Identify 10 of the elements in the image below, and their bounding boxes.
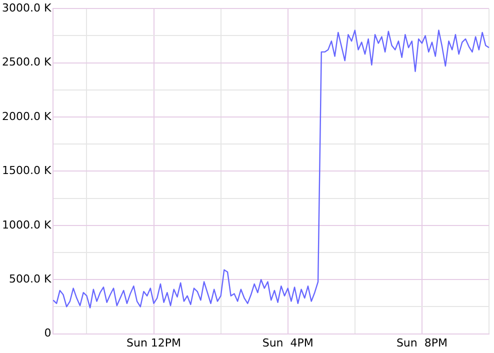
- x-tick-label: Sun 4PM: [262, 336, 314, 350]
- y-tick-label: 1000.0 K: [2, 218, 52, 232]
- y-tick-label: 2000.0 K: [2, 110, 52, 123]
- y-tick-label: 0: [44, 326, 52, 340]
- x-tick-label: Sun 8PM: [396, 336, 448, 350]
- x-tick-label: Sun 12PM: [126, 336, 182, 350]
- y-tick-label: 500.0 K: [8, 272, 52, 286]
- y-tick-label: 2500.0 K: [2, 56, 52, 69]
- y-tick-label: 3000.0 K: [2, 1, 52, 14]
- y-tick-label: 1500.0 K: [2, 164, 52, 178]
